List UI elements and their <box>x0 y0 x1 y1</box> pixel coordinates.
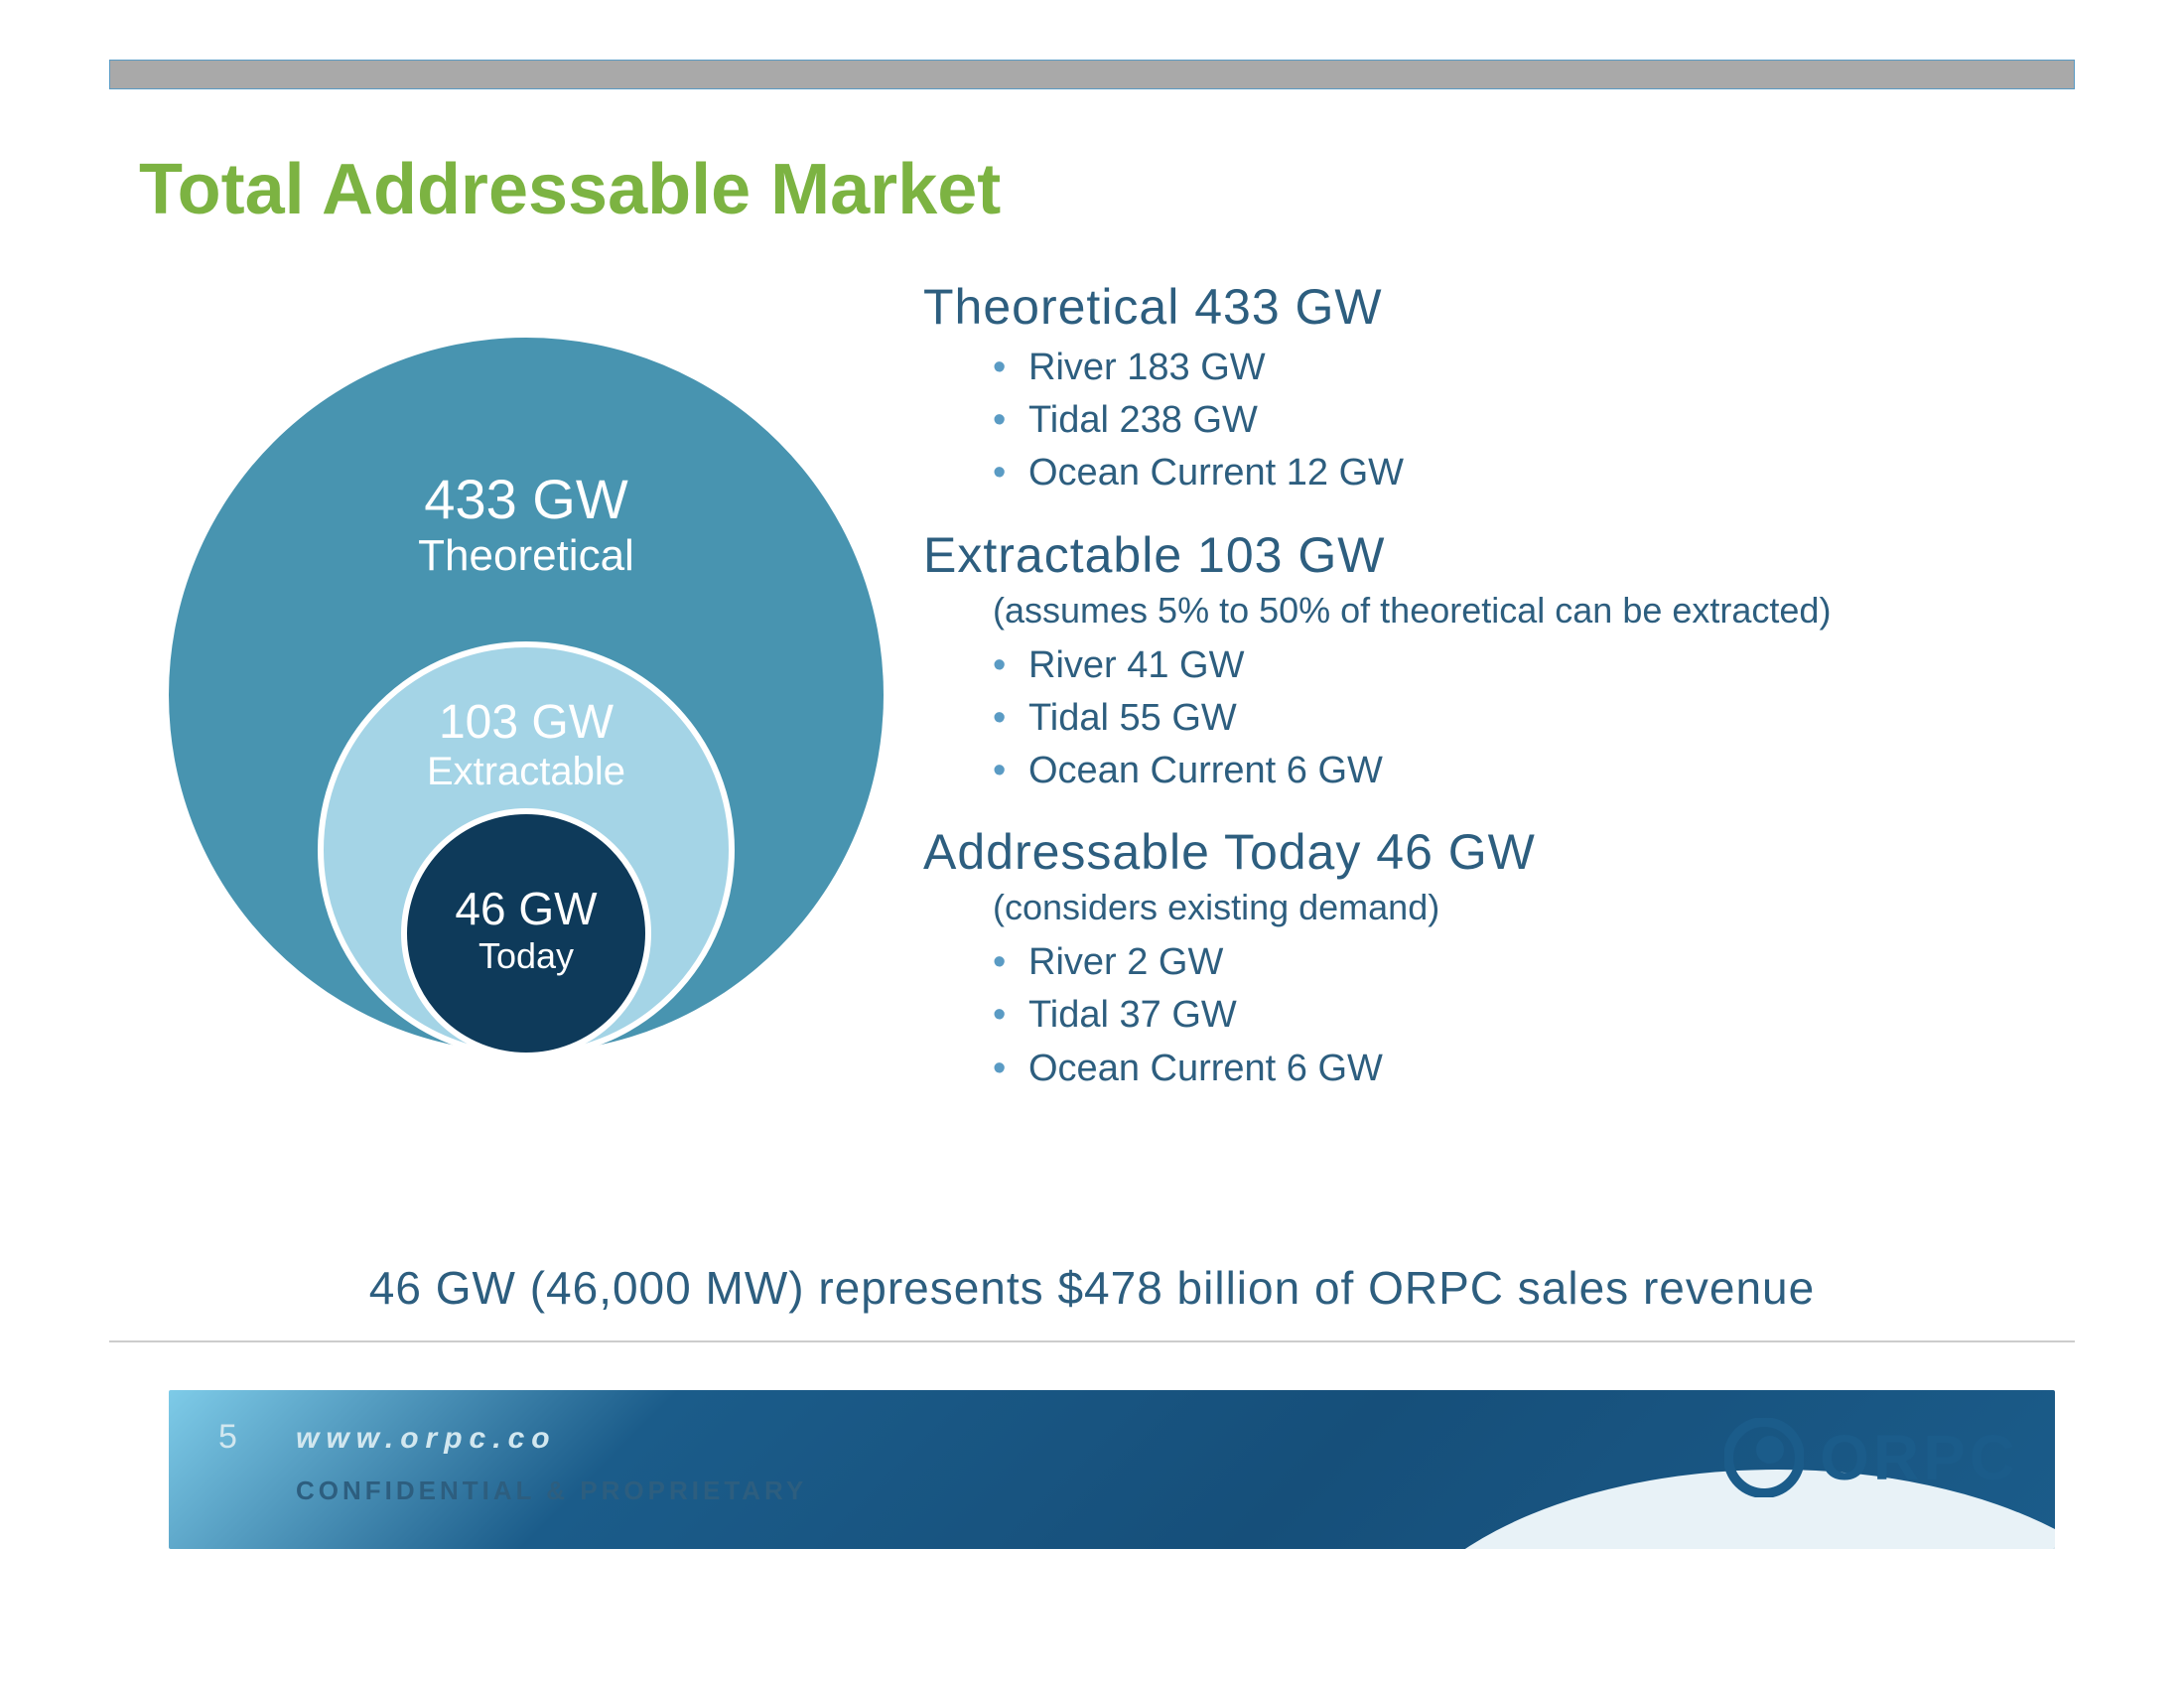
footer-url: www.orpc.co <box>296 1422 557 1456</box>
sections-panel: Theoretical 433 GW River 183 GWTidal 238 … <box>923 278 2045 1121</box>
section-note: (considers existing demand) <box>993 887 2045 928</box>
circle-today: 46 GWToday <box>401 808 651 1058</box>
section-0: Theoretical 433 GW River 183 GWTidal 238 … <box>923 278 2045 500</box>
footer-bar: 5 www.orpc.co CONFIDENTIAL & PROPRIETARY… <box>169 1390 2055 1549</box>
brand-text: ORPC <box>1820 1421 2019 1494</box>
list-item: River 41 GW <box>993 639 2045 692</box>
section-1: Extractable 103 GW (assumes 5% to 50% of … <box>923 526 2045 798</box>
section-heading: Theoretical 433 GW <box>923 278 2045 336</box>
section-heading: Addressable Today 46 GW <box>923 823 2045 881</box>
section-heading: Extractable 103 GW <box>923 526 2045 584</box>
page-number: 5 <box>218 1418 237 1457</box>
list-item: Tidal 55 GW <box>993 692 2045 745</box>
circle-label-today: Today <box>407 935 645 977</box>
list-item: Tidal 37 GW <box>993 989 2045 1042</box>
divider <box>109 1340 2075 1342</box>
list-item: River 183 GW <box>993 342 2045 394</box>
circle-value-theoretical: 433 GW <box>169 467 884 531</box>
list-item: Tidal 238 GW <box>993 394 2045 447</box>
circle-label-extractable: Extractable <box>324 750 729 794</box>
page-title: Total Addressable Market <box>139 149 1001 230</box>
footer-confidential: CONFIDENTIAL & PROPRIETARY <box>296 1476 807 1506</box>
list-item: Ocean Current 12 GW <box>993 447 2045 499</box>
summary-line: 46 GW (46,000 MW) represents $478 billio… <box>0 1261 2184 1315</box>
circle-label-theoretical: Theoretical <box>169 531 884 581</box>
brand-logo-icon <box>1724 1418 1804 1497</box>
section-list: River 2 GWTidal 37 GWOcean Current 6 GW <box>993 936 2045 1095</box>
brand: ORPC <box>1724 1418 2019 1497</box>
list-item: Ocean Current 6 GW <box>993 1043 2045 1095</box>
circle-value-extractable: 103 GW <box>324 695 729 750</box>
section-note: (assumes 5% to 50% of theoretical can be… <box>993 590 2045 632</box>
circle-value-today: 46 GW <box>407 882 645 935</box>
list-item: River 2 GW <box>993 936 2045 989</box>
section-list: River 41 GWTidal 55 GWOcean Current 6 GW <box>993 639 2045 798</box>
section-list: River 183 GWTidal 238 GWOcean Current 12… <box>993 342 2045 500</box>
nested-circle-diagram: 433 GWTheoretical 103 GWExtractable 46 GWT… <box>169 298 884 1132</box>
top-bar <box>109 60 2075 89</box>
list-item: Ocean Current 6 GW <box>993 745 2045 797</box>
section-2: Addressable Today 46 GW (considers existi… <box>923 823 2045 1095</box>
